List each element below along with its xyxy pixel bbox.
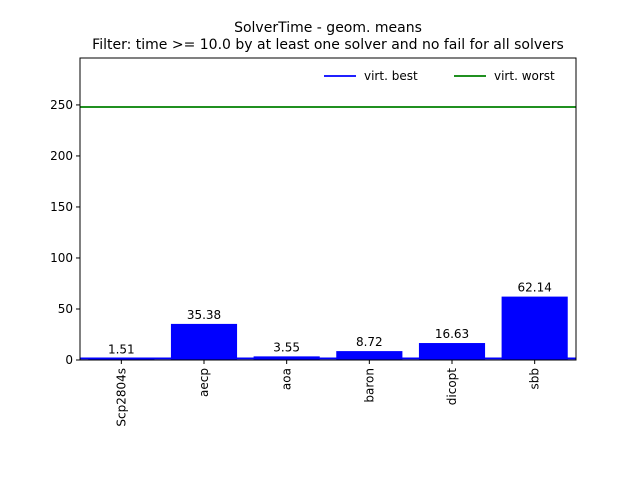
- y-tick-label: 150: [50, 200, 73, 214]
- legend-label: virt. worst: [494, 69, 555, 83]
- x-tick-label: dicopt: [445, 368, 459, 406]
- bar-dicopt: [418, 343, 486, 360]
- bar-value-label: 35.38: [187, 308, 221, 322]
- y-axis: 0 50 100 150 200 250: [50, 98, 80, 367]
- bar-sbb: [501, 296, 568, 360]
- legend-label: virt. best: [364, 69, 418, 83]
- bar-value-label: 1.51: [108, 342, 135, 356]
- y-tick-label: 0: [65, 353, 73, 367]
- x-axis: Scp2804s aecp aoa baron dicopt sbb: [114, 360, 542, 427]
- x-tick-label: aecp: [197, 368, 211, 397]
- y-tick-label: 200: [50, 149, 73, 163]
- bar-value-label: 8.72: [356, 335, 383, 349]
- bar-value-label: 3.55: [273, 340, 300, 354]
- reference-lines-group: [80, 106, 576, 360]
- bar-value-label: 16.63: [435, 327, 469, 341]
- bar-value-label: 62.14: [517, 281, 551, 295]
- x-tick-label: aoa: [280, 368, 294, 390]
- bar-baron: [336, 351, 403, 360]
- plot-frame: [79, 57, 577, 361]
- bars-group: 1.51 35.38 3.55 8.72 16.63 62.14: [88, 281, 568, 360]
- legend: virt. best virt. worst: [324, 69, 555, 83]
- y-tick-label: 100: [50, 251, 73, 265]
- bar-aecp: [170, 323, 238, 360]
- x-tick-label: sbb: [528, 368, 542, 390]
- x-tick-label: baron: [362, 368, 376, 403]
- y-tick-label: 50: [58, 302, 73, 316]
- chart-title: SolverTime - geom. means: [234, 20, 422, 36]
- x-tick-label: Scp2804s: [114, 368, 128, 427]
- chart-subtitle: Filter: time >= 10.0 by at least one sol…: [92, 37, 564, 53]
- y-tick-label: 250: [50, 98, 73, 112]
